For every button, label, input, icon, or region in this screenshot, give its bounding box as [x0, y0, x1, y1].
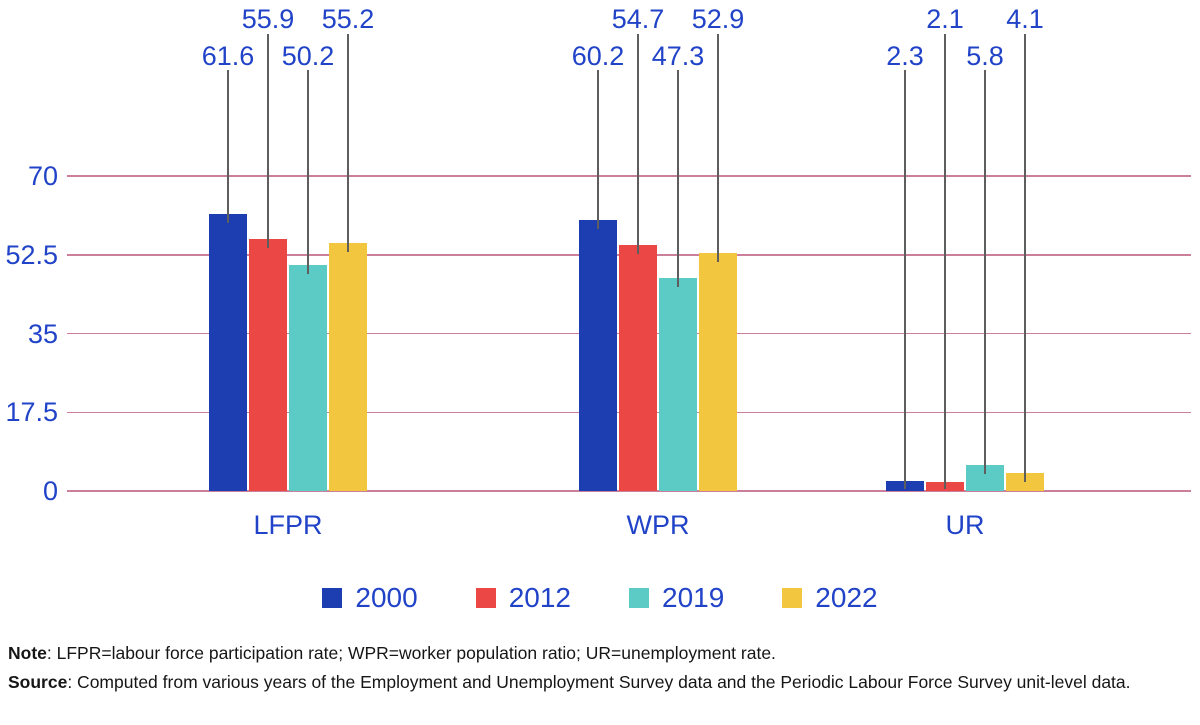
- legend-swatch-2019: [629, 588, 649, 608]
- legend-item-2022: 2022: [782, 582, 878, 614]
- callout-line-UR-2022: [1024, 34, 1026, 482]
- bar-LFPR-2022: [329, 242, 367, 491]
- callout-line-WPR-2000: [597, 70, 599, 230]
- legend-label-2000: 2000: [355, 582, 418, 613]
- data-label-LFPR-2022: 55.2: [321, 4, 375, 34]
- legend-label-2022: 2022: [815, 582, 878, 613]
- callout-line-UR-2019: [984, 70, 986, 474]
- bar-WPR-2019: [659, 278, 697, 491]
- x-axis-label-UR: UR: [945, 510, 985, 540]
- gridline-y-0: [67, 490, 1191, 492]
- callout-line-LFPR-2012: [267, 34, 269, 249]
- data-label-UR-2012: 2.1: [926, 4, 964, 34]
- legend-item-2000: 2000: [322, 582, 418, 614]
- source-label: Source: [8, 671, 68, 692]
- legend-label-2012: 2012: [508, 582, 571, 613]
- data-label-WPR-2012: 54.7: [611, 4, 665, 34]
- legend-label-2019: 2019: [662, 582, 725, 613]
- bar-WPR-2000: [579, 220, 617, 491]
- data-label-LFPR-2019: 50.2: [281, 41, 335, 71]
- data-label-UR-2019: 5.8: [966, 41, 1004, 71]
- source-text: Source: Computed from various years of t…: [8, 671, 1192, 694]
- callout-line-LFPR-2022: [347, 34, 349, 252]
- callout-line-WPR-2019: [677, 70, 679, 288]
- x-axis-label-WPR: WPR: [626, 510, 690, 540]
- bar-WPR-2012: [619, 244, 657, 491]
- data-label-LFPR-2012: 55.9: [241, 4, 295, 34]
- legend-swatch-2012: [475, 588, 496, 608]
- bar-UR-2022: [1006, 472, 1044, 491]
- x-axis-label-LFPR: LFPR: [253, 510, 323, 540]
- y-axis-tick-0: 0: [42, 476, 58, 506]
- y-axis-tick-52.5: 52.5: [5, 239, 58, 270]
- callout-line-UR-2000: [904, 70, 906, 489]
- bar-LFPR-2012: [249, 239, 287, 491]
- chart-legend: 2000 2012 2019 2022: [0, 582, 1200, 614]
- callout-line-WPR-2012: [637, 34, 639, 254]
- note-body: : LFPR=labour force participation rate; …: [46, 642, 776, 663]
- callout-line-LFPR-2000: [227, 70, 229, 223]
- y-axis-tick-70: 70: [27, 161, 58, 191]
- legend-item-2019: 2019: [629, 582, 724, 614]
- y-axis-tick-35: 35: [27, 318, 58, 349]
- y-axis-tick-17.5: 17.5: [5, 397, 58, 428]
- callout-line-UR-2012: [944, 34, 946, 489]
- data-label-UR-2000: 2.3: [886, 41, 924, 71]
- bar-WPR-2022: [699, 252, 737, 491]
- data-label-LFPR-2000: 61.6: [201, 41, 255, 71]
- data-label-UR-2022: 4.1: [1006, 4, 1044, 34]
- legend-swatch-2000: [322, 588, 343, 608]
- bar-LFPR-2000: [209, 213, 247, 491]
- note-text: Note: LFPR=labour force participation ra…: [8, 642, 1192, 665]
- callout-line-LFPR-2019: [307, 70, 309, 275]
- callout-line-WPR-2022: [717, 34, 719, 262]
- source-body: : Computed from various years of the Emp…: [67, 671, 1131, 692]
- data-label-WPR-2022: 52.9: [691, 4, 745, 34]
- gridline-y-70: [67, 175, 1191, 177]
- legend-item-2012: 2012: [475, 582, 571, 614]
- data-label-WPR-2000: 60.2: [571, 41, 625, 71]
- note-label: Note: [8, 642, 47, 663]
- data-label-WPR-2019: 47.3: [651, 41, 705, 71]
- legend-swatch-2022: [782, 588, 803, 608]
- bar-LFPR-2019: [289, 265, 327, 491]
